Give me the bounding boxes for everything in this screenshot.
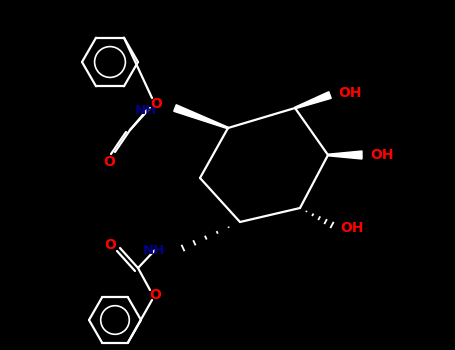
Polygon shape bbox=[174, 105, 228, 129]
Text: NH: NH bbox=[135, 104, 157, 117]
Polygon shape bbox=[295, 92, 331, 109]
Text: O: O bbox=[149, 288, 161, 302]
Text: O: O bbox=[103, 155, 115, 169]
Text: NH: NH bbox=[143, 244, 165, 257]
Text: O: O bbox=[150, 97, 162, 111]
Text: OH: OH bbox=[340, 221, 364, 235]
Polygon shape bbox=[328, 151, 362, 159]
Text: O: O bbox=[104, 238, 116, 252]
Text: OH: OH bbox=[370, 148, 394, 162]
Text: OH: OH bbox=[338, 86, 362, 100]
